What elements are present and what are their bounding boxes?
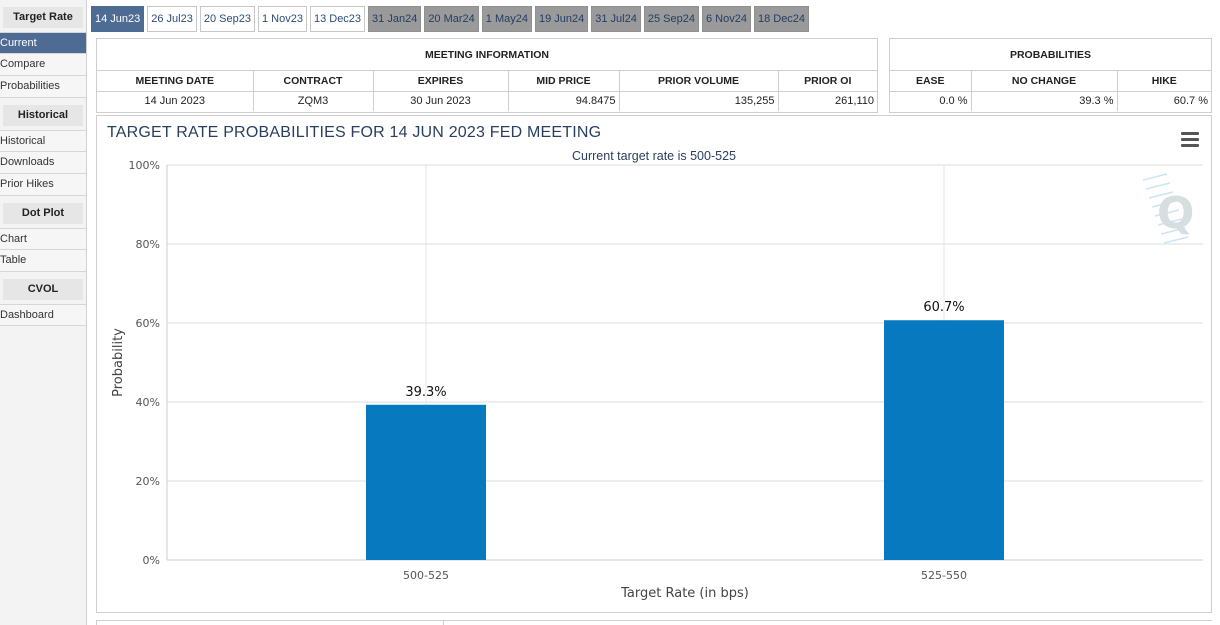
- bottom-panel-divider: [443, 620, 444, 625]
- col-header-hike: HIKE: [1117, 71, 1211, 92]
- col-header-mid-price: MID PRICE: [508, 71, 620, 92]
- sidebar-item-historical[interactable]: Historical: [0, 130, 86, 152]
- sidebar-item-current[interactable]: Current: [0, 32, 86, 54]
- tab-19-jun24[interactable]: 19 Jun24: [535, 6, 589, 32]
- table-row: 14 Jun 2023 ZQM3 30 Jun 2023 94.8475 135…: [97, 91, 877, 111]
- cell-ease: 0.0 %: [890, 91, 972, 111]
- tab-31-jan24[interactable]: 31 Jan24: [368, 6, 422, 32]
- sidebar-section-target-rate: Target Rate: [3, 7, 83, 28]
- bar-525-550: [884, 320, 1004, 560]
- col-header-expires: EXPIRES: [373, 71, 509, 92]
- chart-title: TARGET RATE PROBABILITIES FOR 14 JUN 202…: [107, 124, 602, 141]
- tab-1-may24[interactable]: 1 May24: [481, 6, 532, 32]
- cell-no-change: 39.3 %: [971, 91, 1118, 111]
- sidebar-item-compare[interactable]: Compare: [0, 54, 86, 76]
- col-header-contract: CONTRACT: [253, 71, 374, 92]
- table-header-row: EASE NO CHANGE HIKE: [890, 71, 1211, 92]
- svg-text:Q: Q: [1157, 188, 1194, 239]
- sidebar: Target Rate Current Compare Probabilitie…: [0, 0, 87, 625]
- sidebar-section-dot-plot: Dot Plot: [3, 203, 83, 224]
- y-tick-label: 20%: [136, 475, 160, 488]
- cell-hike: 60.7 %: [1173, 95, 1208, 108]
- chart-canvas: 0% 20% 40% 60% 80% 100% 39.3% 500-525 60.7% 525-5…: [111, 159, 1203, 601]
- meeting-date-tabs: 14 Jun23 26 Jul23 20 Sep23 1 Nov23 13 De…: [91, 6, 810, 32]
- sidebar-item-chart[interactable]: Chart: [0, 228, 86, 250]
- x-tick-label: 525-550: [921, 569, 967, 582]
- cell-mid-price: 94.8475: [508, 91, 620, 111]
- bottom-panel-edge: [96, 620, 1212, 625]
- sidebar-section-cvol: CVOL: [3, 279, 83, 300]
- y-tick-label: 0%: [143, 554, 160, 567]
- probabilities-panel: PROBABILITIES EASE NO CHANGE HIKE 0.0 % …: [889, 38, 1212, 113]
- sidebar-item-downloads[interactable]: Downloads: [0, 152, 86, 174]
- x-axis-title: Target Rate (in bps): [620, 586, 749, 601]
- cell-prior-volume: 135,255: [619, 91, 779, 111]
- col-header-prior-oi: PRIOR OI: [778, 71, 877, 92]
- sidebar-section-historical: Historical: [3, 105, 83, 126]
- data-label: 60.7%: [923, 300, 964, 315]
- col-header-prior-volume: PRIOR VOLUME: [619, 71, 779, 92]
- sidebar-item-table[interactable]: Table: [0, 250, 86, 272]
- tab-13-dec23[interactable]: 13 Dec23: [309, 6, 366, 32]
- cell-prior-oi: 261,110: [835, 95, 874, 108]
- meeting-information-title: MEETING INFORMATION: [97, 39, 877, 71]
- meeting-information-panel: MEETING INFORMATION MEETING DATE CONTRAC…: [96, 38, 878, 113]
- col-header-meeting-date: MEETING DATE: [97, 71, 254, 92]
- tab-14-jun23[interactable]: 14 Jun23: [91, 6, 145, 32]
- tab-31-jul24[interactable]: 31 Jul24: [591, 6, 641, 32]
- cell-meeting-date: 14 Jun 2023: [97, 91, 254, 111]
- table-row: 0.0 % 39.3 % 60.7 %: [890, 91, 1211, 111]
- quikstrike-logo-watermark: Q: [1142, 173, 1194, 244]
- table-header-row: MEETING DATE CONTRACT EXPIRES MID PRICE …: [97, 71, 877, 92]
- tab-6-nov24[interactable]: 6 Nov24: [701, 6, 751, 32]
- cell-contract: ZQM3: [253, 91, 374, 111]
- y-tick-label: 80%: [136, 238, 160, 251]
- y-tick-label: 40%: [136, 396, 160, 409]
- tab-26-jul23[interactable]: 26 Jul23: [147, 6, 197, 32]
- data-label: 39.3%: [405, 385, 446, 400]
- tab-1-nov23[interactable]: 1 Nov23: [257, 6, 307, 32]
- hamburger-menu-icon[interactable]: [1181, 132, 1199, 147]
- y-tick-label: 100%: [129, 159, 160, 172]
- probabilities-title: PROBABILITIES: [890, 39, 1211, 71]
- meeting-information-table: MEETING DATE CONTRACT EXPIRES MID PRICE …: [97, 71, 877, 111]
- col-header-ease: EASE: [890, 71, 972, 92]
- tab-20-sep23[interactable]: 20 Sep23: [199, 6, 255, 32]
- sidebar-item-probabilities[interactable]: Probabilities: [0, 76, 86, 98]
- col-header-no-change: NO CHANGE: [971, 71, 1118, 92]
- sidebar-item-prior-hikes[interactable]: Prior Hikes: [0, 174, 86, 196]
- sidebar-item-dashboard[interactable]: Dashboard: [0, 304, 86, 326]
- tab-20-mar24[interactable]: 20 Mar24: [424, 6, 479, 32]
- tab-18-dec24[interactable]: 18 Dec24: [753, 6, 810, 32]
- cell-expires: 30 Jun 2023: [373, 91, 509, 111]
- y-tick-label: 60%: [136, 317, 160, 330]
- tab-25-sep24[interactable]: 25 Sep24: [643, 6, 699, 32]
- y-axis-title: Probability: [111, 328, 126, 397]
- probability-chart: 0% 20% 40% 60% 80% 100% 39.3% 500-525 60.7% 525-5…: [96, 115, 1212, 613]
- probabilities-table: EASE NO CHANGE HIKE 0.0 % 39.3 % 60.7 %: [890, 71, 1211, 111]
- bar-500-525: [366, 404, 486, 560]
- chart-subtitle: Current target rate is 500-525: [572, 149, 736, 163]
- x-tick-label: 500-525: [403, 569, 449, 582]
